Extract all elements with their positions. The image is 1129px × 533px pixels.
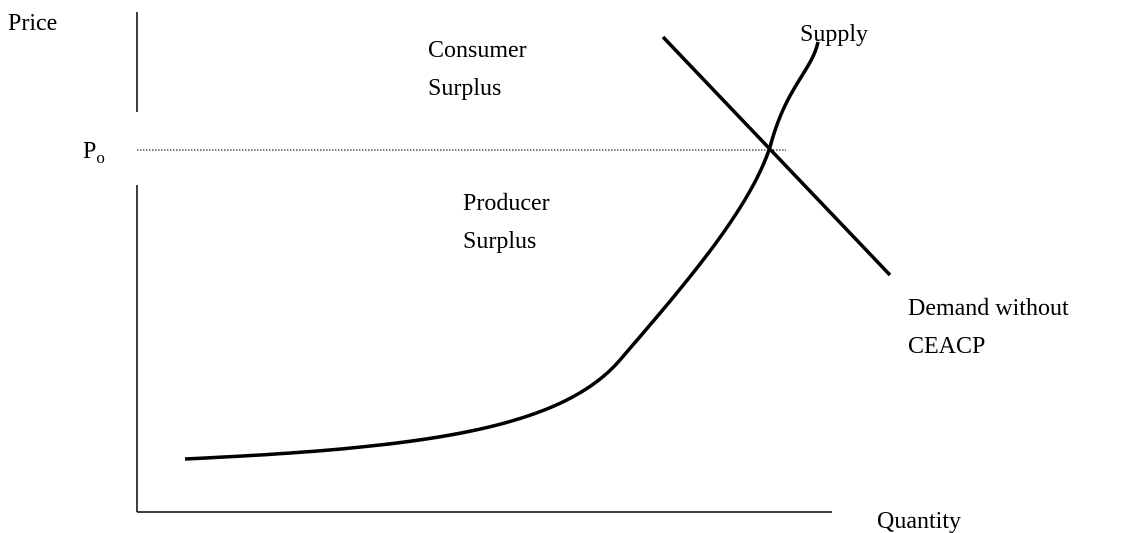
region-label: Consumer	[428, 37, 527, 63]
price-label-main: P	[83, 138, 96, 164]
region-label: Surplus	[463, 228, 536, 254]
price-label-subscript: o	[96, 148, 105, 167]
price-label: Po	[83, 138, 105, 167]
demand-curve	[661, 35, 892, 277]
region-label: Producer	[463, 190, 550, 216]
demand-label: Demand without	[908, 295, 1069, 321]
y-axis-label: Price	[8, 10, 57, 36]
supply-curve	[184, 41, 820, 461]
x-axis-label: Quantity	[877, 508, 961, 533]
region-label: Surplus	[428, 75, 501, 101]
supply-label: Supply	[800, 21, 868, 47]
demand-label: CEACP	[908, 333, 985, 359]
